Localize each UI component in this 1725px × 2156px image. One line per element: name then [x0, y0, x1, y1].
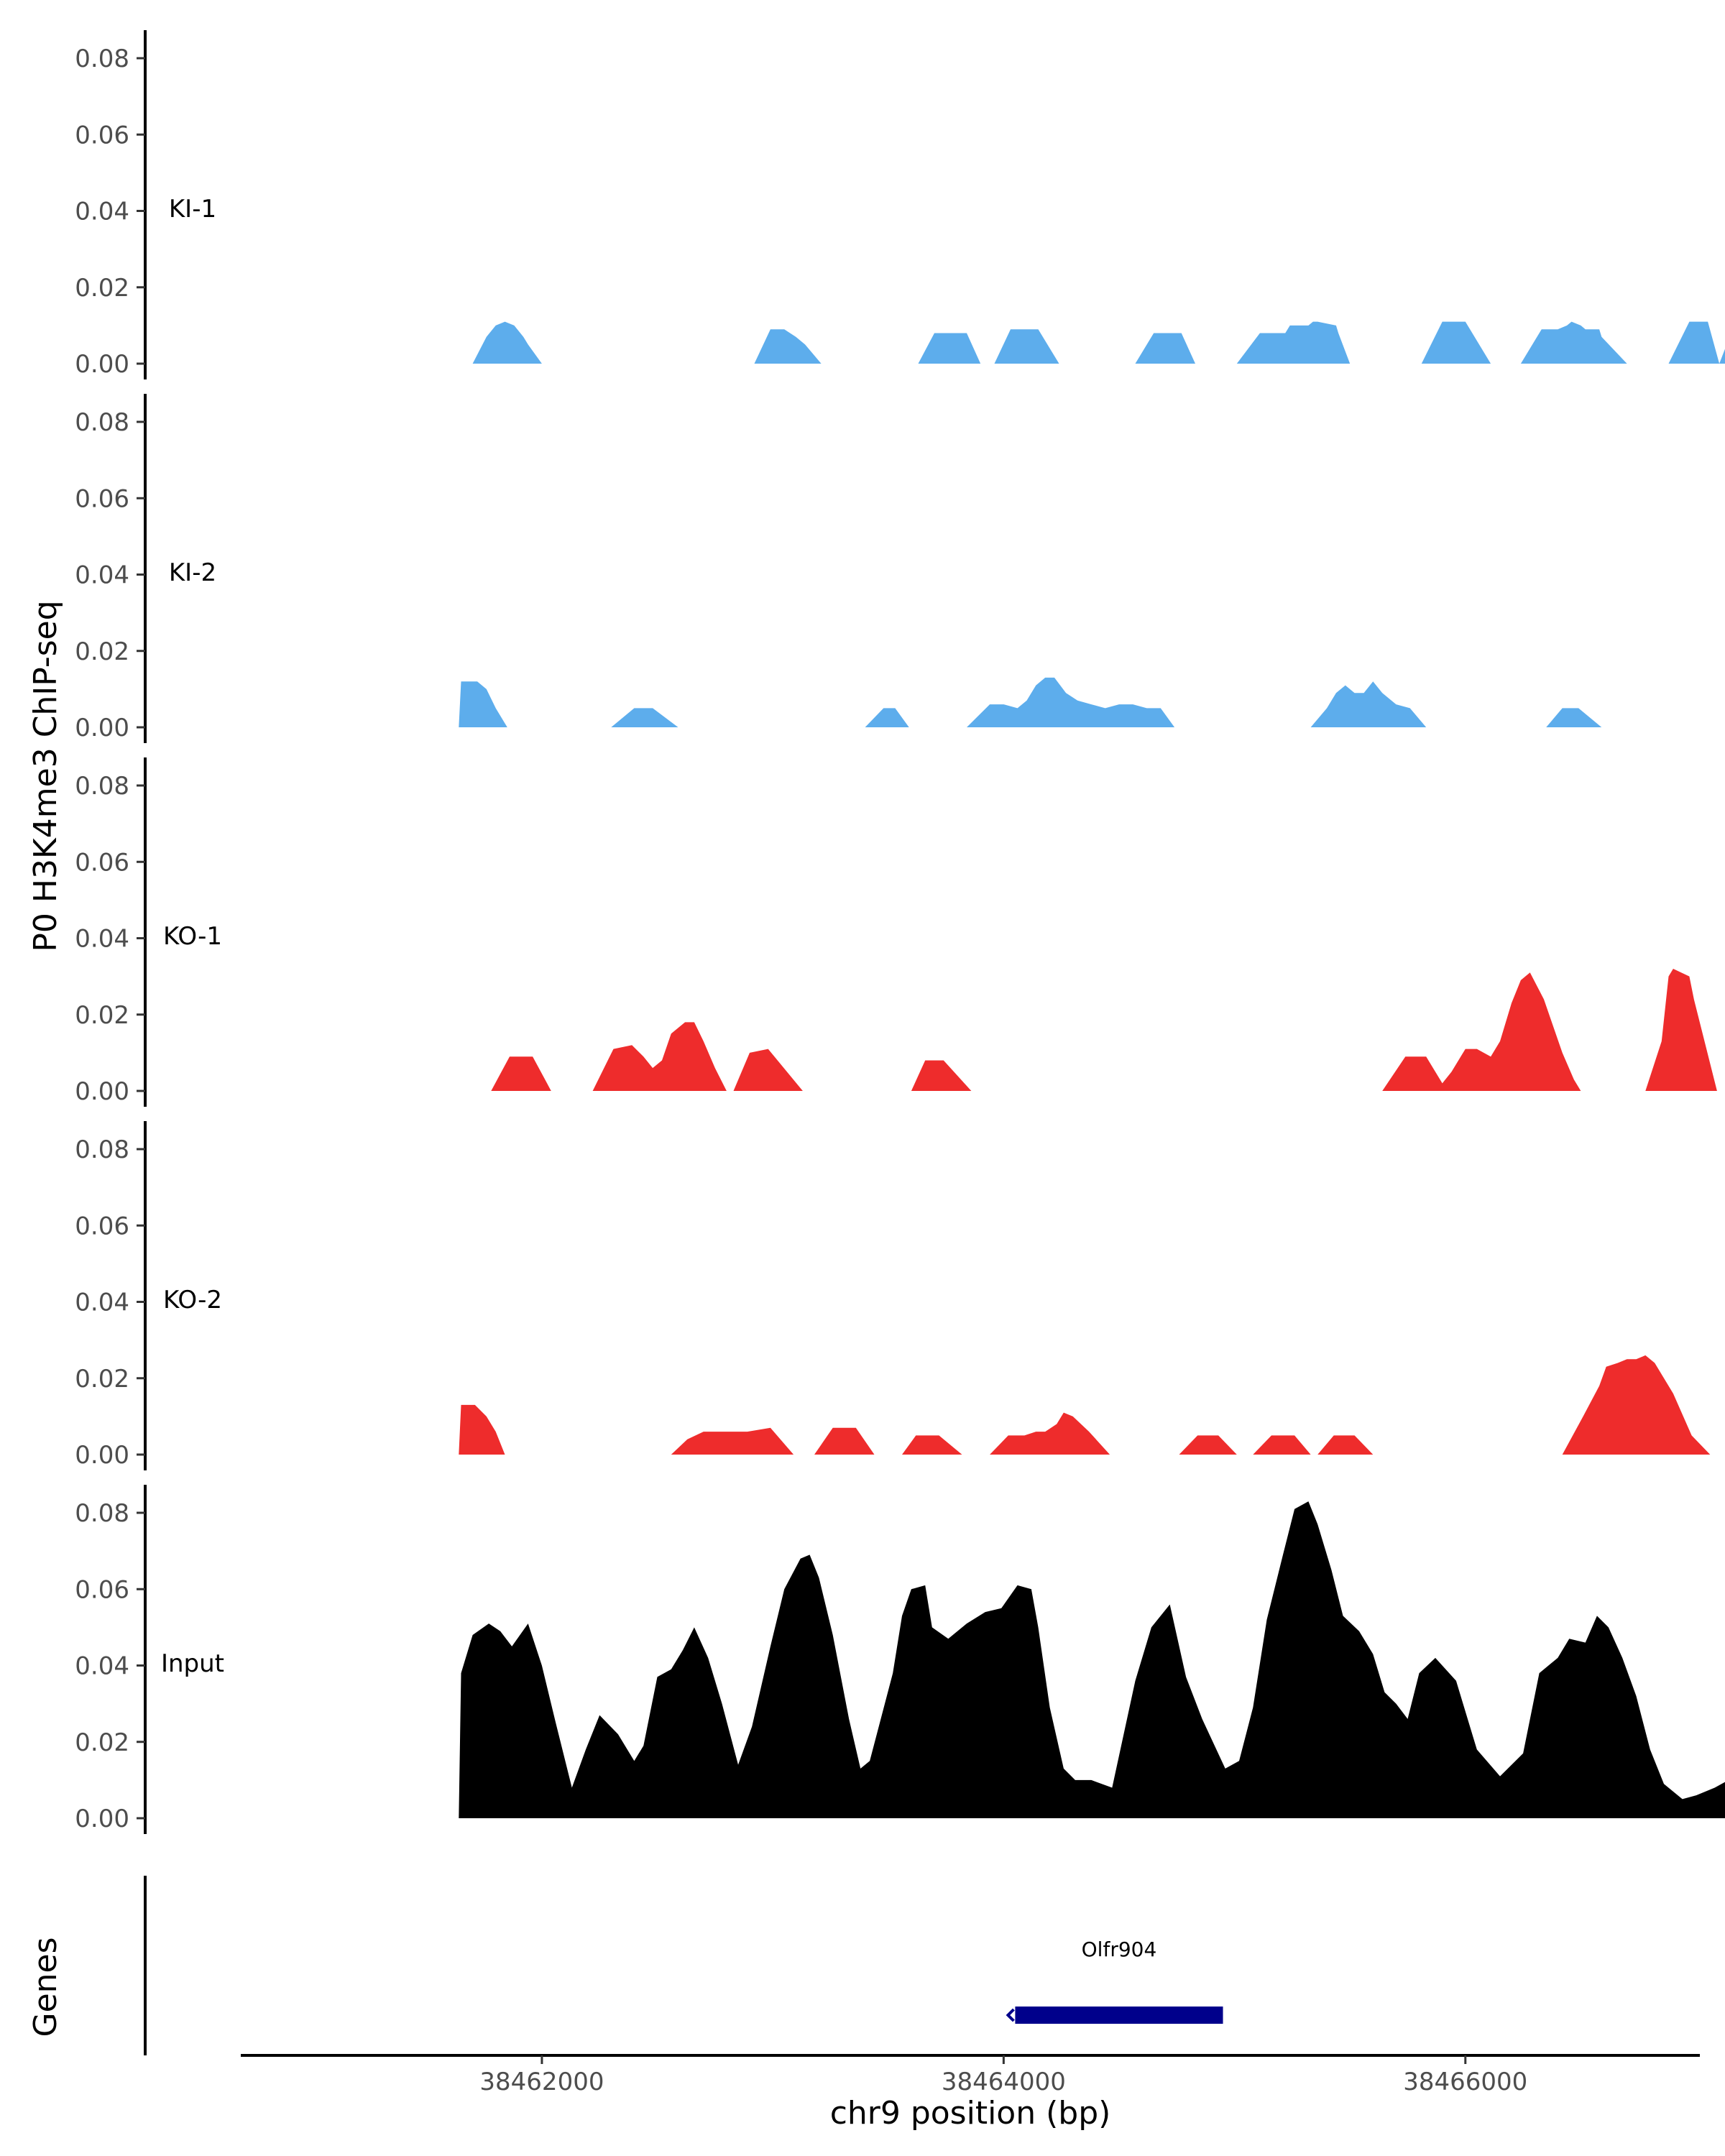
y-tick-label: 0.04 [75, 925, 129, 954]
y-tick-label: 0.04 [75, 1289, 129, 1317]
track-label: KO-1 [163, 922, 222, 951]
track-ki-1: 0.00 0.02 0.04 0.06 0.08 KI-1 [75, 30, 1725, 379]
y-tick-label: 0.00 [75, 1077, 129, 1106]
y-tick-label: 0.02 [75, 274, 129, 303]
y-tick-label: 0.06 [75, 1212, 129, 1240]
coverage-area-input [459, 1501, 1725, 1818]
y-tick-label: 0.08 [75, 1135, 129, 1164]
y-tick-label: 0.02 [75, 1001, 129, 1030]
track-input: 0.00 0.02 0.04 0.06 0.08 Input [75, 1485, 1725, 1834]
coverage-area-ko-2 [459, 1355, 1711, 1455]
coverage-area-ko-1 [491, 969, 1717, 1091]
y-tick-label: 0.08 [75, 772, 129, 801]
track-label: KO-2 [163, 1286, 222, 1314]
y-tick-label: 0.08 [75, 1499, 129, 1528]
x-tick-label: 38464000 [942, 2068, 1066, 2096]
gene-body [1015, 2007, 1223, 2024]
x-axis-title: chr9 position (bp) [830, 2095, 1111, 2132]
y-tick-label: 0.04 [75, 198, 129, 226]
y-axis-title: P0 H3K4me3 ChIP-seq [27, 600, 64, 952]
y-tick-label: 0.06 [75, 1575, 129, 1604]
track-label: KI-2 [169, 558, 216, 587]
y-tick-label: 0.02 [75, 637, 129, 666]
y-tick-label: 0.06 [75, 848, 129, 877]
track-ko-2: 0.00 0.02 0.04 0.06 0.08 KO-2 [75, 1121, 1711, 1470]
coverage-area-ki-2 [459, 677, 1602, 727]
coverage-area-ki-1 [472, 321, 1725, 364]
y-tick-label: 0.00 [75, 350, 129, 379]
y-tick-label: 0.00 [75, 714, 129, 742]
y-tick-label: 0.02 [75, 1728, 129, 1757]
genes-panel-title: Genes [27, 1937, 64, 2037]
y-tick-label: 0.04 [75, 561, 129, 590]
x-tick-label: 38466000 [1403, 2068, 1527, 2096]
track-label: Input [161, 1649, 224, 1678]
y-tick-label: 0.08 [75, 408, 129, 437]
x-axis: 38462000 38464000 38466000 [241, 2054, 1700, 2096]
y-tick-label: 0.00 [75, 1441, 129, 1470]
genes-panel: Olfr904 [144, 1876, 1223, 2055]
track-label: KI-1 [169, 195, 216, 224]
y-tick-label: 0.02 [75, 1365, 129, 1393]
y-tick-label: 0.06 [75, 484, 129, 513]
tracks-layer: 0.00 0.02 0.04 0.06 0.08 KI-1 0.00 0.02 0.04 0.06… [75, 30, 1725, 1834]
y-tick-label: 0.04 [75, 1652, 129, 1681]
x-tick-label: 38462000 [479, 2068, 604, 2096]
track-ki-2: 0.00 0.02 0.04 0.06 0.08 KI-2 [75, 394, 1602, 743]
y-tick-label: 0.00 [75, 1805, 129, 1833]
gene-strand-arrow [1006, 2008, 1015, 2022]
y-tick-label: 0.06 [75, 121, 129, 149]
track-ko-1: 0.00 0.02 0.04 0.06 0.08 KO-1 [75, 757, 1717, 1107]
y-tick-label: 0.08 [75, 45, 129, 73]
gene-label: Olfr904 [1082, 1938, 1157, 1961]
